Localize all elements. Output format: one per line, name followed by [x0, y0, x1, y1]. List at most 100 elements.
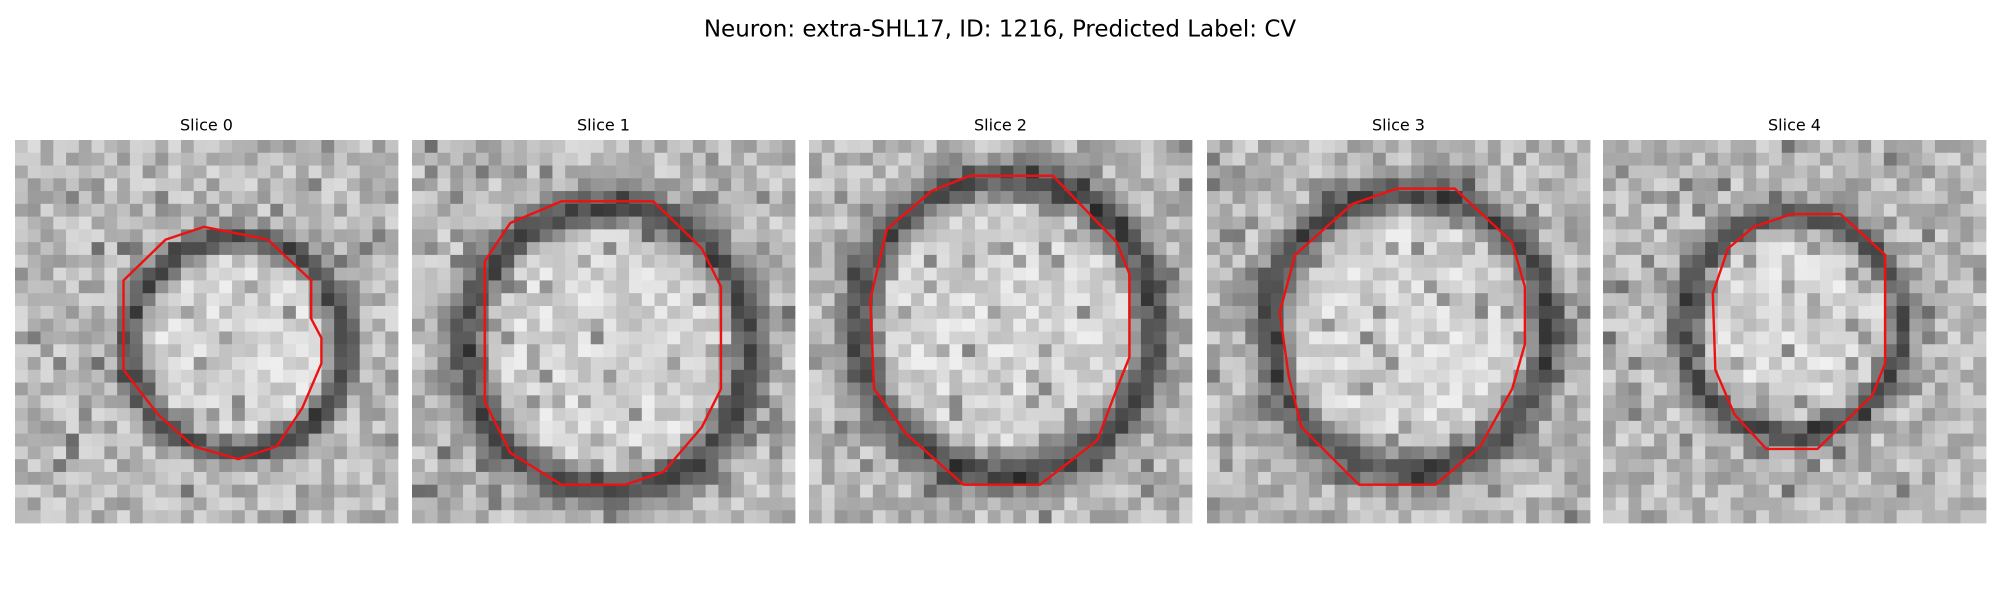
pixel: [731, 152, 745, 166]
pixel: [1487, 178, 1502, 192]
pixel: [1654, 254, 1668, 269]
pixel: [847, 510, 861, 524]
pixel: [424, 510, 438, 524]
pixel: [27, 459, 41, 473]
pixel: [1603, 446, 1617, 460]
pixel: [1115, 305, 1129, 320]
pixel: [590, 305, 604, 320]
pixel: [1166, 395, 1180, 409]
pixel: [437, 446, 451, 460]
pixel: [743, 140, 758, 154]
pixel: [1922, 459, 1936, 473]
pixel: [1000, 369, 1014, 383]
contour: [483, 200, 723, 486]
pixel: [1781, 459, 1795, 473]
pixel: [53, 254, 67, 269]
pixel: [53, 382, 67, 396]
pixel: [1692, 191, 1706, 205]
pixel: [295, 357, 310, 371]
pixel: [334, 242, 348, 256]
pixel: [834, 484, 848, 498]
pixel: [705, 382, 719, 396]
pixel: [1845, 140, 1859, 154]
pixel: [437, 242, 451, 256]
pixel: [936, 433, 950, 447]
pixel: [308, 267, 322, 281]
pixel: [488, 318, 502, 332]
pixel: [219, 459, 233, 473]
pixel: [1717, 191, 1732, 205]
pixel: [1140, 203, 1155, 217]
pixel: [244, 395, 258, 409]
pixel: [1513, 178, 1527, 192]
pixel: [1166, 344, 1180, 358]
pixel: [577, 459, 592, 473]
pixel: [629, 446, 643, 460]
pixel: [539, 497, 553, 511]
pixel: [1973, 280, 1987, 294]
pixel: [1347, 216, 1361, 230]
pixel: [616, 408, 630, 422]
pixel: [680, 484, 694, 498]
pixel: [821, 152, 835, 166]
pixel: [27, 178, 41, 192]
pixel: [1398, 229, 1412, 243]
pixel: [1360, 484, 1374, 498]
pixel: [1973, 446, 1987, 460]
pixel: [1385, 293, 1399, 307]
pixel: [104, 497, 118, 511]
pixel: [654, 408, 668, 422]
pixel: [501, 369, 515, 383]
pixel: [1487, 382, 1502, 396]
pixel: [129, 242, 144, 256]
pixel: [616, 216, 630, 230]
pixel: [1038, 140, 1052, 154]
pixel: [1089, 178, 1104, 192]
pixel: [1564, 191, 1578, 205]
pixel: [1526, 357, 1540, 371]
pixel: [1934, 203, 1949, 217]
pixel: [463, 433, 477, 447]
pixel: [718, 267, 732, 281]
pixel: [40, 344, 54, 358]
pixel: [756, 471, 770, 486]
pixel: [1500, 216, 1514, 230]
pixel: [27, 484, 41, 498]
pixel: [1807, 152, 1821, 166]
pixel: [1679, 267, 1693, 281]
pixel: [219, 433, 233, 447]
pixel: [129, 318, 144, 332]
pixel: [1794, 369, 1808, 383]
pixel: [244, 408, 258, 422]
pixel: [78, 459, 92, 473]
pixel: [1768, 293, 1783, 307]
pixel: [1641, 382, 1655, 396]
pixel: [1871, 510, 1885, 524]
pixel: [1051, 229, 1065, 243]
pixel: [1654, 382, 1668, 396]
pixel: [552, 178, 566, 192]
pixel: [15, 293, 29, 307]
pixel: [705, 293, 719, 307]
pixel: [334, 510, 348, 524]
pixel: [1475, 152, 1489, 166]
pixel: [1026, 216, 1040, 230]
pixel: [654, 433, 668, 447]
pixel: [1321, 203, 1336, 217]
pixel: [936, 471, 950, 486]
pixel: [962, 318, 976, 332]
pixel: [936, 446, 950, 460]
pixel: [232, 433, 246, 447]
pixel: [1934, 357, 1949, 371]
pixel: [1973, 203, 1987, 217]
pixel: [1960, 242, 1974, 256]
pixel: [283, 267, 297, 281]
pixel: [321, 369, 335, 383]
pixel: [168, 331, 182, 345]
pixel: [334, 191, 348, 205]
pixel: [1934, 497, 1949, 511]
pixel: [1153, 331, 1167, 345]
pixel: [872, 191, 886, 205]
pixel: [283, 293, 297, 307]
pixel: [359, 242, 373, 256]
